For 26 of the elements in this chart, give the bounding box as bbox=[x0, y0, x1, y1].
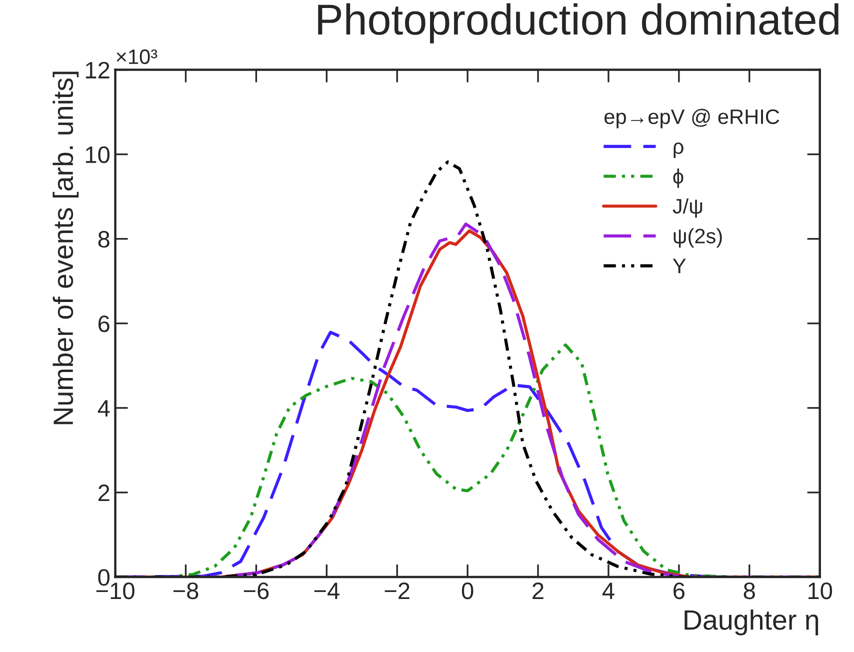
legend-label: ϕ bbox=[673, 168, 684, 188]
x-tick-label: 4 bbox=[602, 582, 614, 599]
x-tick-label: 10 bbox=[808, 582, 832, 600]
x-tick-label: −8 bbox=[173, 582, 198, 600]
legend-label: J/ψ bbox=[672, 198, 702, 218]
y-tick-label: 6 bbox=[98, 315, 110, 332]
x-tick-label: −4 bbox=[314, 582, 340, 599]
y-tick-label: 4 bbox=[98, 400, 110, 416]
x-axis-title: Daughter η bbox=[684, 609, 818, 636]
y-tick-label: 10 bbox=[86, 146, 110, 164]
legend-label: ρ bbox=[674, 142, 684, 158]
legend-label: Υ bbox=[672, 258, 686, 274]
x-tick-label: 0 bbox=[462, 582, 474, 600]
legend-title: ep→epV @ eRHIC bbox=[604, 108, 780, 128]
y-tick-label: 12 bbox=[86, 62, 110, 78]
x-tick-label: −2 bbox=[384, 582, 410, 599]
y-tick-label: 2 bbox=[98, 484, 110, 502]
chart-title: Photoproduction dominated bbox=[318, 3, 838, 44]
x-tick-label: 8 bbox=[744, 582, 755, 600]
x-tick-label: 6 bbox=[674, 582, 684, 600]
text: ×10³ bbox=[116, 49, 158, 64]
y-axis-title: Number of events [arb. units] bbox=[52, 72, 79, 424]
x-tick-label: −6 bbox=[244, 582, 269, 600]
legend-label: ψ(2s) bbox=[674, 228, 722, 248]
y-tick-label: 8 bbox=[98, 230, 110, 248]
x-tick-label: 2 bbox=[532, 582, 544, 599]
